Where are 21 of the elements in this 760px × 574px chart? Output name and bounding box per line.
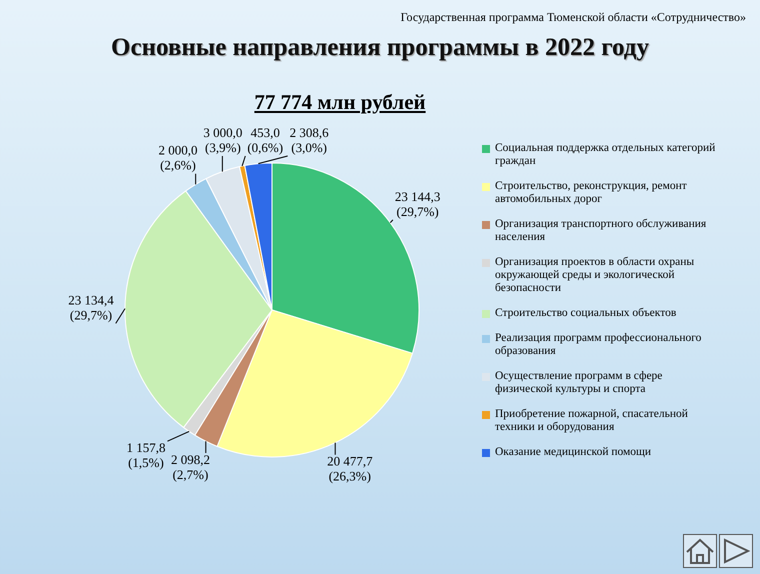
legend-label: Строительство, реконструкция, ремонт автомобильных дорог [495, 180, 688, 206]
legend-label: Строительство социальных объектов [495, 307, 676, 320]
data-label: 1 157,8 (1,5%) [126, 440, 166, 470]
data-label: 23 134,4 (29,7%) [68, 292, 114, 322]
legend-label: Оказание медицинской помощи [495, 446, 652, 459]
text: Государственная программа Тюменской области «Сотрудничество» [400, 10, 746, 25]
data-label: 20 477,7 (26,3%) [327, 454, 374, 484]
data-label: 3 000,0 (3,9%) [203, 124, 242, 155]
legend-label: Организация проектов в области охраны окружающей среды и экологической безопасности [495, 256, 696, 295]
slice-label: Социальная поддержка отдельных категорий граждан [495, 142, 716, 168]
legend-label: Осуществление программ в сфере физической культуры и спорта [495, 370, 664, 396]
legend-label: Организация транспортного обслуживания населения [495, 218, 708, 244]
chart-subtitle: 77 774 млн рублей [253, 90, 427, 115]
chart-title: Основные направления программы в 2022 году [110, 34, 650, 62]
data-label: 2 308,6 (3,0%) [290, 124, 330, 155]
legend-label: Приобретение пожарной, спасательной техники и оборудования [495, 408, 689, 434]
data-label: 23 144,3 (29,7%) [394, 188, 440, 219]
data-label: 2 098,2 (2,7%) [170, 452, 210, 482]
data-label: 2 000,0 (2,6%) [158, 142, 198, 173]
legend-label: Реализация программ профессионального образования [495, 332, 702, 358]
data-label: 453,0 (0,6%) [247, 124, 284, 155]
